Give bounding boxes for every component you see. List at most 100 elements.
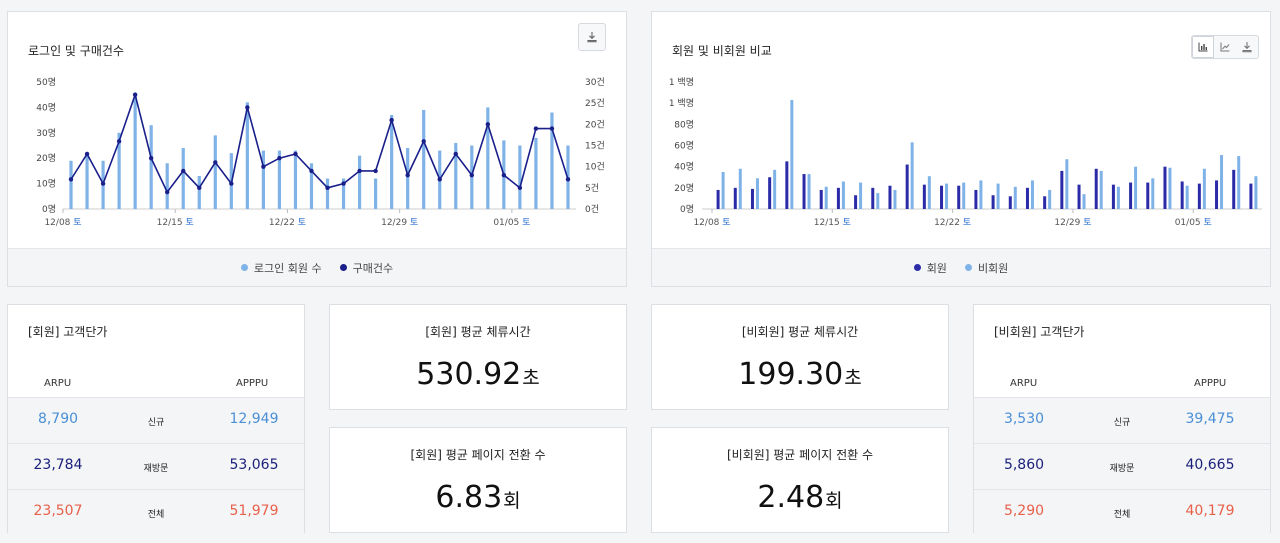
purchase-point (485, 122, 491, 127)
x-tick-date: 12/15 (814, 218, 843, 228)
kpi-unit: 초 (844, 367, 862, 389)
member-bar (836, 187, 840, 209)
download-icon (587, 32, 597, 43)
line-chart-icon (1220, 42, 1230, 52)
member-bar (871, 187, 875, 209)
nonmember-bar (1013, 186, 1017, 209)
y-left-tick-label: 10명 (36, 179, 56, 190)
member-bar (854, 195, 858, 209)
kpi-value-wrap: 199.30초 (652, 357, 948, 392)
login-bar (406, 148, 410, 209)
bar-chart-button[interactable] (1192, 36, 1214, 58)
purchase-point (389, 117, 394, 123)
x-tick-date: 12/22 (269, 218, 298, 228)
purchase-point (293, 151, 298, 157)
nonmember-bar (859, 182, 863, 209)
purchase-point (213, 160, 218, 165)
legend-dot (964, 264, 972, 271)
chart-title: 회원 및 비회원 비교 (672, 44, 772, 58)
nonmember-bar (807, 174, 811, 209)
login-bar (277, 150, 282, 209)
nonmember-bar (773, 169, 777, 209)
x-tick-label: 12/29 토 (381, 218, 418, 228)
x-tick-date: 12/08 (693, 218, 722, 228)
kpi-value-wrap: 6.83회 (330, 480, 626, 515)
apppu-value: 39,475 (1185, 411, 1235, 427)
member-bar (1111, 184, 1115, 209)
login-bar (309, 163, 314, 209)
arpu-row-revisit: 5,860 재방문 40,665 (974, 443, 1270, 489)
kpi-value: 6.83 (435, 480, 503, 515)
arpu-value: 8,790 (37, 411, 79, 427)
x-tick-day: 토 (1083, 218, 1091, 228)
legend-item-login[interactable]: 로그인 회원 수 (240, 260, 322, 276)
y-right-tick-label: 0건 (585, 204, 599, 215)
purchase-point (405, 172, 410, 178)
y-right-tick-label: 20건 (585, 119, 605, 130)
purchase-point (197, 185, 202, 191)
nonmember-stay-card: [비회원] 평균 체류시간 199.30초 (651, 304, 949, 410)
member-bar (922, 184, 926, 209)
login-bar (85, 153, 89, 209)
x-tick-day: 토 (73, 218, 81, 228)
chart-type-toolbar (1191, 35, 1259, 59)
download-button[interactable] (1236, 36, 1258, 58)
nonmember-bar (841, 181, 845, 209)
legend-dot (913, 264, 921, 271)
login-bar (518, 145, 522, 209)
nonmember-bar (738, 168, 742, 209)
x-tick-label: 12/29 토 (1054, 218, 1091, 228)
legend-dot (240, 264, 248, 271)
download-icon (1242, 42, 1252, 53)
y-tick-label: 60명 (674, 141, 694, 152)
legend-item-member[interactable]: 회원 (913, 260, 947, 276)
login-bar (245, 102, 249, 209)
legend-item-nonmember[interactable]: 비회원 (964, 260, 1008, 276)
chart-title: 로그인 및 구매건수 (28, 44, 124, 58)
member-compare-chart-card: 회원 및 비회원 비교 0명 20명 40명 60명 80명 1 백명 1 백명 12/08 … (651, 11, 1271, 287)
nonmember-bar (1237, 156, 1241, 209)
x-tick-date: 12/29 (1054, 218, 1083, 228)
purchase-point (357, 168, 362, 174)
nonmember-bar (996, 183, 1000, 209)
line-chart-button[interactable] (1214, 36, 1236, 58)
nonmember-bar (1168, 167, 1172, 209)
download-button[interactable] (578, 23, 606, 51)
purchase-point (181, 168, 186, 174)
purchase-point (373, 168, 378, 174)
chart-legend: 로그인 회원 수 구매건수 (8, 248, 626, 286)
purchase-point (116, 139, 122, 144)
member-bar (1043, 196, 1047, 209)
nonmember-bar (910, 142, 914, 209)
chart-legend: 회원 비회원 (652, 248, 1270, 286)
nonmember-bar (1185, 185, 1189, 209)
legend-label: 로그인 회원 수 (253, 261, 322, 275)
nonmember-bar (1151, 178, 1155, 209)
purchase-point (261, 164, 266, 169)
member-bar (1094, 168, 1098, 209)
arpu-value: 3,530 (1003, 411, 1045, 427)
x-tick-date: 12/29 (381, 218, 410, 228)
y-left-tick-label: 30명 (36, 128, 56, 139)
legend-item-purchase[interactable]: 구매건수 (339, 260, 393, 276)
nonmember-pages-card: [비회원] 평균 페이지 전환 수 2.48회 (651, 427, 949, 533)
x-tick-day: 토 (185, 218, 193, 228)
member-bar (1146, 182, 1150, 209)
purchase-point (533, 126, 539, 131)
x-tick-day: 토 (963, 218, 971, 228)
arpu-header: ARPU (44, 378, 72, 389)
x-tick-label: 12/08 토 (44, 218, 81, 228)
member-bar (1025, 187, 1029, 209)
y-right-tick-label: 5건 (585, 183, 599, 194)
arpu-row-total: 23,507 전체 51,979 (8, 489, 304, 533)
nonmember-bar (927, 176, 931, 209)
member-bar (1129, 182, 1133, 209)
x-tick-date: 01/05 (493, 218, 522, 228)
login-bar (550, 112, 554, 209)
login-bar (181, 148, 185, 209)
kpi-value-wrap: 2.48회 (652, 480, 948, 515)
login-bar (197, 175, 201, 209)
arpu-value: 23,507 (33, 503, 83, 519)
member-bar (940, 185, 944, 209)
